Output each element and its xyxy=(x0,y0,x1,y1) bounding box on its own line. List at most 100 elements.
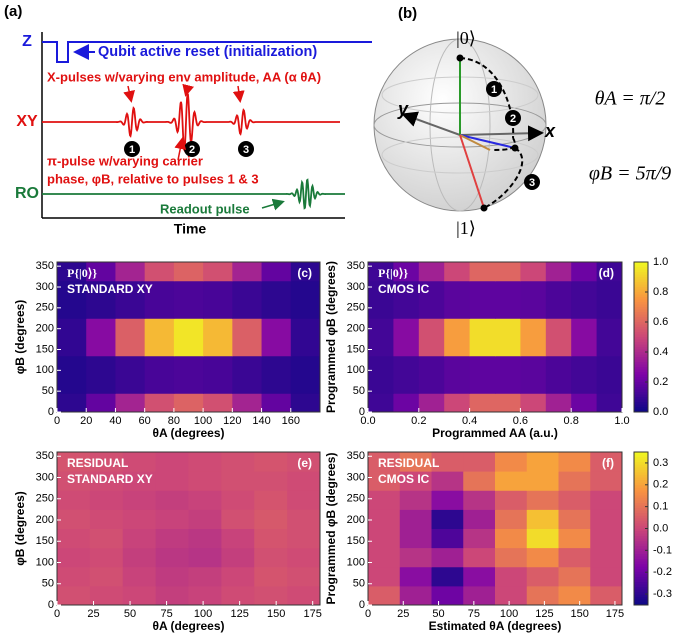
cell xyxy=(188,585,222,606)
cell xyxy=(188,452,222,472)
cell xyxy=(57,337,87,357)
x-tick-label: 150 xyxy=(570,608,588,620)
x-tick-label: 50 xyxy=(124,608,136,620)
cell xyxy=(221,452,255,472)
x-tick-label: 0.2 xyxy=(411,415,426,427)
x-tick-label: 0.8 xyxy=(564,415,579,427)
cell xyxy=(571,393,598,413)
cell xyxy=(144,280,175,300)
cell xyxy=(221,585,255,606)
pi-note: phase, φB, relative to pulses 1 & 3 xyxy=(47,171,259,186)
annotation: P{|0⟩} xyxy=(378,266,408,280)
number-badge xyxy=(486,81,502,97)
colorbar-step xyxy=(634,269,648,273)
cell xyxy=(188,490,222,510)
colorbar-step xyxy=(634,531,648,535)
x-tick-label: 0.0 xyxy=(360,415,375,427)
cell xyxy=(290,262,321,282)
cell xyxy=(232,299,263,319)
y-tick-label: 350 xyxy=(347,260,365,272)
colorbar-step xyxy=(634,543,648,547)
cell xyxy=(221,547,255,568)
cell xyxy=(144,393,175,413)
arrow xyxy=(123,85,135,103)
cell xyxy=(399,471,432,491)
cell xyxy=(89,509,124,529)
colorbar-step xyxy=(634,541,648,545)
cell xyxy=(368,318,394,338)
y-tick-label: 0 xyxy=(48,406,54,418)
cell xyxy=(444,393,471,413)
arrow xyxy=(261,198,285,211)
y-tick-label: 150 xyxy=(347,535,365,547)
cell xyxy=(188,547,222,568)
cell xyxy=(368,374,394,394)
cell xyxy=(144,337,175,357)
x-tick-label: 140 xyxy=(252,415,270,427)
colorbar-step xyxy=(634,294,648,298)
cell xyxy=(290,355,321,375)
colorbar-step xyxy=(634,399,648,403)
cell xyxy=(173,280,204,300)
cell xyxy=(463,509,496,529)
cell xyxy=(495,509,528,529)
colorbar-step xyxy=(634,515,648,519)
colorbar-step xyxy=(634,551,648,555)
pulse-numbers: 1 2 3 xyxy=(124,141,254,157)
cell xyxy=(545,299,572,319)
colorbar-step xyxy=(634,364,648,368)
cell xyxy=(144,355,175,375)
cell xyxy=(89,471,124,491)
cell xyxy=(122,509,157,529)
cell xyxy=(520,393,547,413)
cell xyxy=(596,355,623,375)
colorbar-step xyxy=(634,279,648,283)
cell xyxy=(203,299,233,319)
cell xyxy=(495,452,528,472)
cell xyxy=(221,566,255,587)
colorbar-step xyxy=(634,594,648,598)
state-vector xyxy=(459,134,491,151)
y-tick-label: 50 xyxy=(42,385,54,397)
cell xyxy=(221,471,255,491)
cell xyxy=(463,471,496,491)
cell xyxy=(590,547,623,568)
colorbar-step xyxy=(634,457,648,461)
panel-label: (c) xyxy=(297,266,312,280)
colorbar-step xyxy=(634,282,648,285)
cell xyxy=(526,547,559,568)
colorbar-step xyxy=(634,382,648,385)
cell xyxy=(57,374,87,394)
cell xyxy=(254,566,288,587)
cell xyxy=(122,547,157,568)
colorbar-step xyxy=(634,513,648,517)
colorbar-step xyxy=(634,467,648,471)
colorbar-step xyxy=(634,324,648,328)
cell xyxy=(393,374,420,394)
annotation: CMOS IC xyxy=(378,472,430,486)
cell xyxy=(495,566,528,587)
y-axis-label: y xyxy=(397,99,409,119)
cell xyxy=(115,318,146,338)
colorbar-step xyxy=(634,464,648,468)
cell xyxy=(368,280,394,300)
cell xyxy=(526,509,559,529)
cell xyxy=(399,452,432,472)
cell xyxy=(571,280,598,300)
y-tick-label: 0 xyxy=(359,599,365,611)
colorbar-step xyxy=(634,349,648,353)
colorbar-step xyxy=(634,339,648,343)
cell xyxy=(463,490,496,510)
cell xyxy=(393,299,420,319)
cell xyxy=(418,299,445,319)
cell xyxy=(368,509,401,529)
colorbar-step xyxy=(634,566,648,570)
cell xyxy=(368,299,394,319)
cell xyxy=(261,355,292,375)
colorbar-step xyxy=(634,377,648,380)
cell xyxy=(431,490,464,510)
x-axis-label: θA (degrees) xyxy=(152,426,224,440)
panel-label: (d) xyxy=(599,266,614,280)
arrow xyxy=(232,85,245,103)
cell xyxy=(173,374,204,394)
